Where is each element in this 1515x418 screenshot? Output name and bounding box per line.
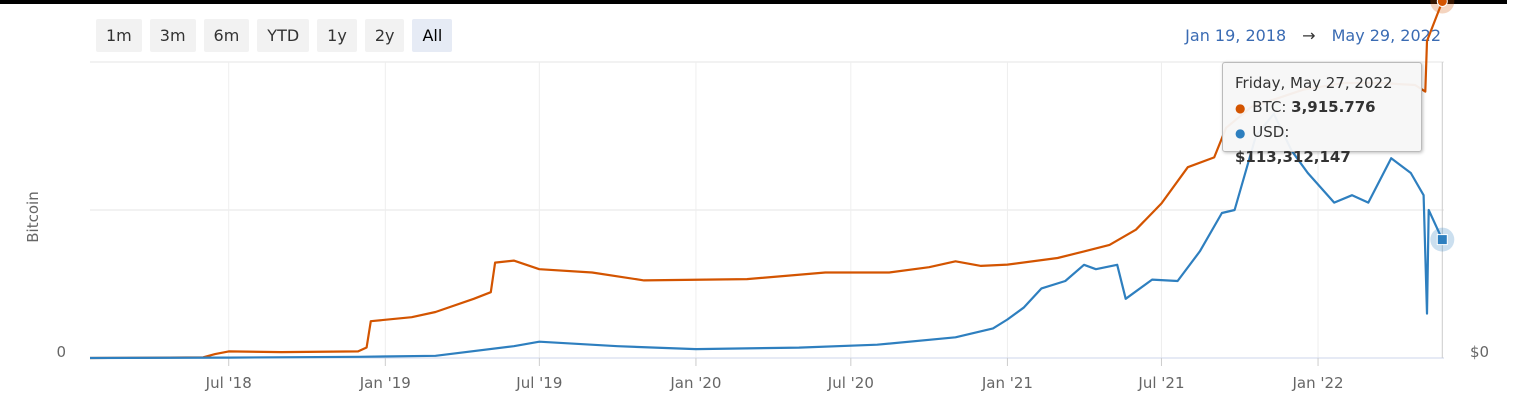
- x-tick-label: Jan '22: [1291, 374, 1343, 392]
- date-range-to[interactable]: May 29, 2022: [1331, 26, 1441, 45]
- tooltip-btc-label: BTC:: [1252, 98, 1287, 116]
- y-right-tick-label: $0: [1470, 343, 1489, 361]
- tooltip-usd-label: USD:: [1252, 123, 1290, 141]
- x-tick-label: Jul '19: [515, 374, 562, 392]
- date-range-from[interactable]: Jan 19, 2018: [1185, 26, 1287, 45]
- x-tick-label: Jul '21: [1137, 374, 1184, 392]
- x-tick-label: Jul '20: [827, 374, 874, 392]
- btc-bullet-icon: ●: [1235, 101, 1246, 115]
- series-line-usd: [89, 112, 1444, 360]
- range-button-6m[interactable]: 6m: [203, 19, 250, 52]
- range-selector: 1m 3m 6m YTD 1y 2y All: [96, 19, 453, 52]
- range-button-2y[interactable]: 2y: [364, 19, 405, 52]
- date-range-arrow: →: [1302, 26, 1316, 45]
- date-range: Jan 19, 2018 → May 29, 2022: [1185, 26, 1441, 45]
- series-lines: [89, 1, 1444, 360]
- range-button-all[interactable]: All: [412, 19, 453, 52]
- tooltip-btc-value: 3,915.776: [1291, 98, 1376, 116]
- tooltip-btc-row: ● BTC: 3,915.776: [1235, 95, 1409, 120]
- hover-marker-btc: [1436, 0, 1448, 7]
- y-axis-title: Bitcoin: [24, 191, 42, 242]
- x-tick-label: Jul '18: [205, 374, 252, 392]
- right-edge: [1507, 0, 1515, 418]
- range-button-1m[interactable]: 1m: [96, 19, 142, 52]
- tooltip-usd-row: ● USD: $113,312,147: [1235, 120, 1409, 169]
- series-markers: [1430, 0, 1455, 252]
- chart-tooltip: Friday, May 27, 2022 ● BTC: 3,915.776 ● …: [1222, 62, 1422, 166]
- tooltip-usd-value: $113,312,147: [1235, 148, 1351, 166]
- x-axis-ticks: Jul '18 Jan '19 Jul '19 Jan '20 Jul '20 Jan '…: [205, 358, 1344, 392]
- range-button-3m[interactable]: 3m: [149, 19, 196, 52]
- y-left-tick-label: 0: [56, 343, 66, 361]
- series-line-btc: [89, 1, 1444, 360]
- hover-marker-usd: [1436, 234, 1448, 246]
- top-border: [0, 0, 1515, 4]
- x-tick-label: Jan '19: [359, 374, 411, 392]
- x-tick-label: Jan '20: [669, 374, 721, 392]
- tooltip-date: Friday, May 27, 2022: [1235, 74, 1393, 92]
- range-button-1y[interactable]: 1y: [317, 19, 357, 52]
- range-button-ytd[interactable]: YTD: [257, 19, 310, 52]
- x-tick-label: Jan '21: [981, 374, 1033, 392]
- usd-bullet-icon: ●: [1235, 126, 1246, 140]
